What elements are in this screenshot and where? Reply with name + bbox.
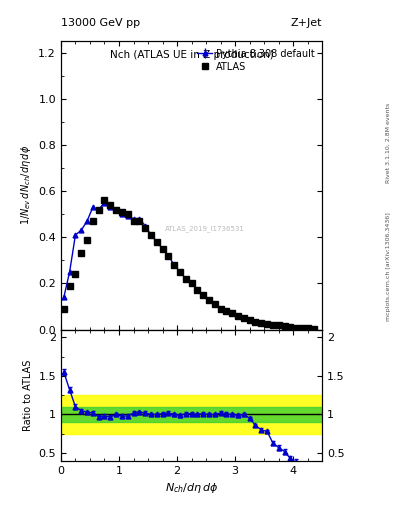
Legend: Pythia 8.308 default, ATLAS: Pythia 8.308 default, ATLAS: [195, 46, 318, 75]
Y-axis label: $1/N_{ev}\,dN_{ch}/d\eta\,d\phi$: $1/N_{ev}\,dN_{ch}/d\eta\,d\phi$: [19, 145, 33, 225]
Text: Z+Jet: Z+Jet: [291, 18, 322, 28]
X-axis label: $N_{ch}/d\eta\,d\phi$: $N_{ch}/d\eta\,d\phi$: [165, 481, 219, 495]
Text: 13000 GeV pp: 13000 GeV pp: [61, 18, 140, 28]
Text: ATLAS_2019_I1736531: ATLAS_2019_I1736531: [165, 225, 244, 232]
Bar: [61, 407, 322, 422]
Text: Rivet 3.1.10, 2.8M events: Rivet 3.1.10, 2.8M events: [386, 103, 391, 183]
Text: Nch (ATLAS UE in Z production): Nch (ATLAS UE in Z production): [110, 50, 274, 59]
Y-axis label: Ratio to ATLAS: Ratio to ATLAS: [23, 359, 33, 431]
Text: mcplots.cern.ch [arXiv:1306.3436]: mcplots.cern.ch [arXiv:1306.3436]: [386, 212, 391, 321]
Bar: [61, 395, 322, 434]
